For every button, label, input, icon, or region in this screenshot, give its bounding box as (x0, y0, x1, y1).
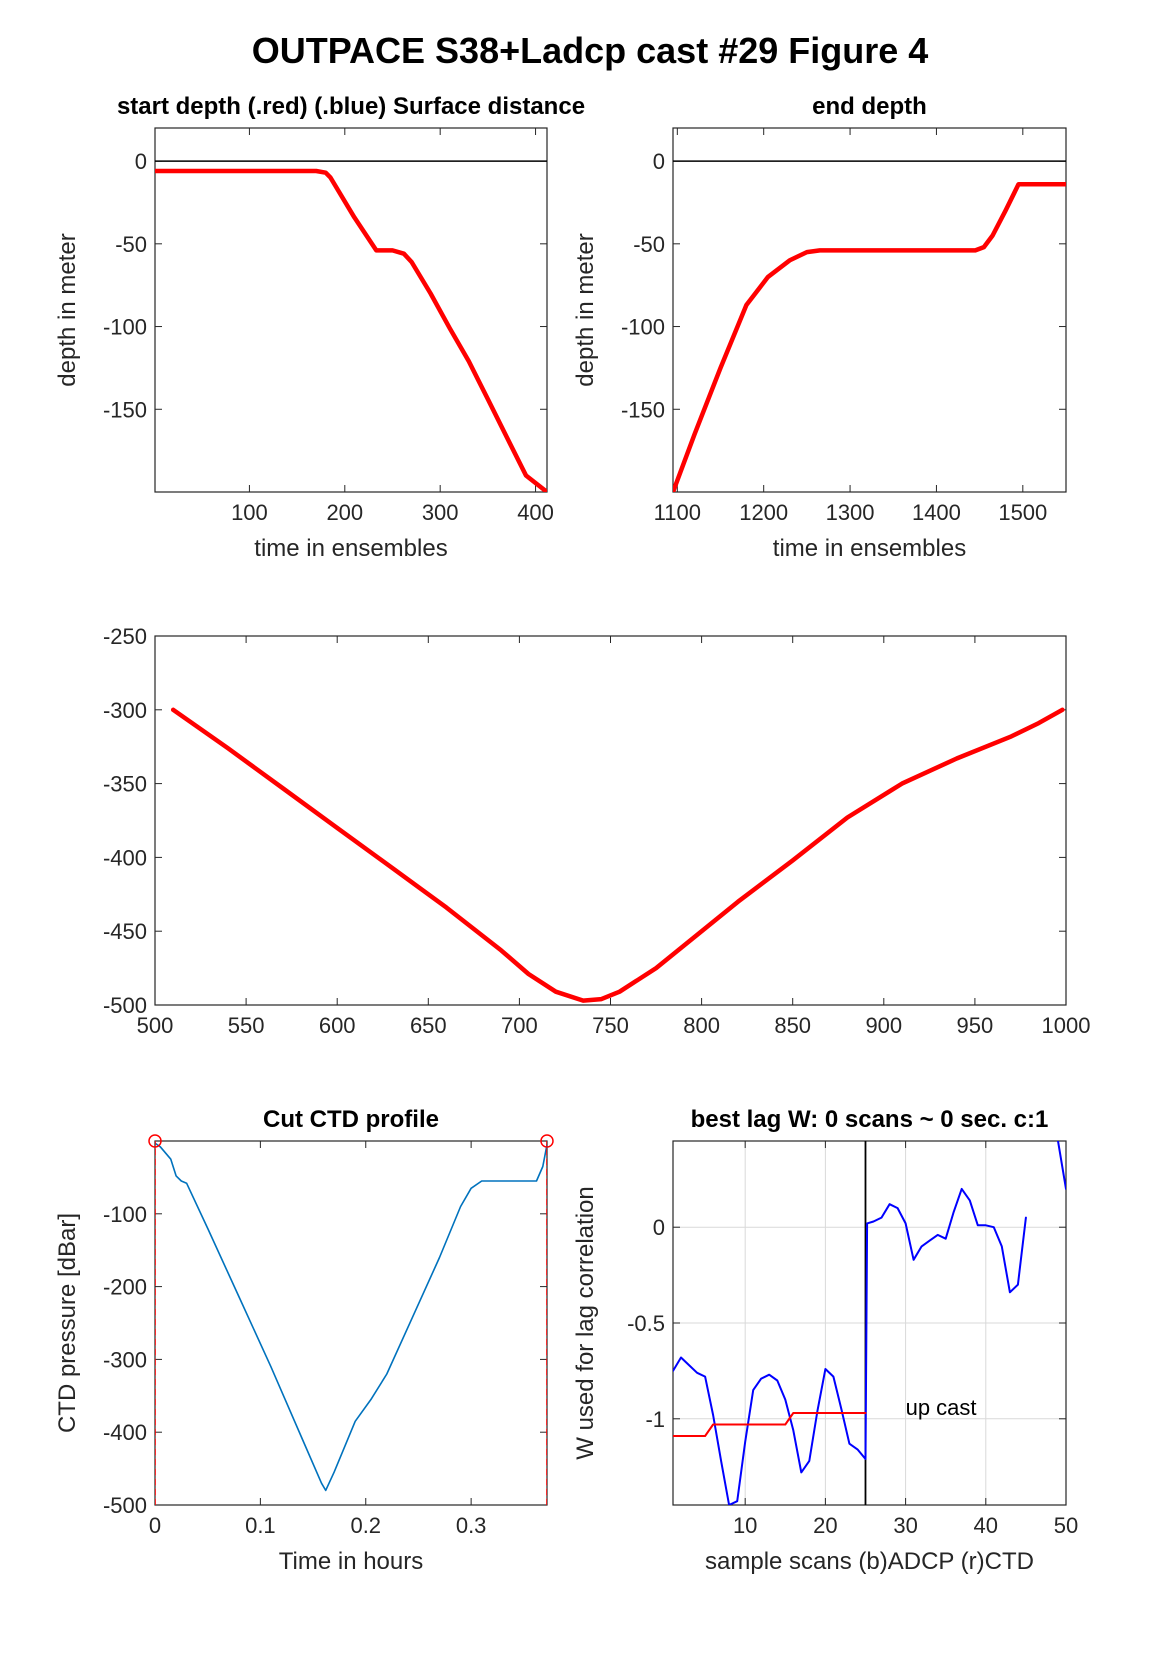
x-tick-label: 0.3 (456, 1513, 487, 1538)
series-line-0 (155, 168, 547, 492)
x-tick-label: 20 (813, 1513, 837, 1538)
x-axis-label: Time in hours (279, 1548, 424, 1575)
series-line-0 (673, 1141, 1066, 1505)
y-tick-label: -1 (645, 1407, 665, 1432)
x-tick-label: 750 (592, 1013, 629, 1038)
endpoint-marker (148, 1134, 162, 1148)
annotation-up-cast: up cast (906, 1395, 977, 1420)
series-line-0 (170, 707, 1065, 1003)
y-tick-label: -100 (103, 1202, 147, 1227)
y-tick-label: -50 (115, 232, 147, 257)
x-tick-label: 1300 (826, 500, 875, 525)
chart-middle: 500 550 600 650 700 750 800 850 900 950 1000 -250 -3… (103, 624, 1091, 1038)
axes-box (154, 127, 548, 493)
x-tick-label: 40 (974, 1513, 998, 1538)
y-axis-label: depth in meter (54, 233, 81, 386)
y-tick-label: -250 (103, 624, 147, 649)
x-tick-label: 400 (517, 500, 554, 525)
x-tick-label: 200 (326, 500, 363, 525)
x-axis-label: sample scans (b)ADCP (r)CTD (705, 1548, 1034, 1575)
series-line-0 (155, 1142, 547, 1492)
x-tick-label: 500 (137, 1013, 174, 1038)
y-axis-label: W used for lag correlation (572, 1186, 599, 1459)
x-tick-label: 300 (422, 500, 459, 525)
x-tick-label: 1100 (654, 500, 701, 525)
chart-title: Cut CTD profile (263, 1106, 439, 1133)
x-axis-label: time in ensembles (773, 535, 966, 562)
chart-title: end depth (812, 93, 927, 120)
x-tick-label: 0.1 (245, 1513, 276, 1538)
chart-title: start depth (.red) (.blue) Surface dista… (117, 93, 585, 120)
y-tick-label: -150 (103, 397, 147, 422)
y-tick-label: -400 (103, 1420, 147, 1445)
x-tick-label: 700 (501, 1013, 538, 1038)
x-tick-label: 1000 (1042, 1013, 1091, 1038)
x-tick-label: 10 (733, 1513, 757, 1538)
series-line-1 (673, 1412, 867, 1437)
x-tick-label: 100 (231, 500, 268, 525)
endpoint-marker (540, 1134, 554, 1148)
x-tick-label: 1500 (998, 500, 1047, 525)
x-tick-label: 850 (774, 1013, 811, 1038)
y-tick-label: -200 (103, 1275, 147, 1300)
y-tick-label: -150 (621, 397, 665, 422)
chart-ctd: 0 0.1 0.2 0.3 -100 -200 -300 -400 -500 Cut CTD pr… (54, 1106, 554, 1575)
x-tick-label: 30 (893, 1513, 917, 1538)
chart-start: 100 200 300 400 0 -50 -100 -150 start depth (.re… (54, 93, 585, 562)
y-tick-label: -300 (103, 1347, 147, 1372)
axes-box (672, 127, 1067, 493)
y-tick-label: -350 (103, 772, 147, 797)
figure-title: OUTPACE S38+Ladcp cast #29 Figure 4 (252, 30, 929, 71)
x-tick-label: 1200 (739, 500, 788, 525)
y-tick-label: -300 (103, 698, 147, 723)
series-line-0 (673, 182, 1066, 492)
x-axis-label: time in ensembles (254, 535, 447, 562)
y-tick-label: -400 (103, 845, 147, 870)
x-tick-label: 1400 (912, 500, 961, 525)
chart-title: best lag W: 0 scans ~ 0 sec. c:1 (691, 1106, 1049, 1133)
x-tick-label: 900 (865, 1013, 902, 1038)
x-tick-label: 950 (957, 1013, 994, 1038)
y-tick-label: -450 (103, 919, 147, 944)
chart-lag: 10 20 30 40 50 0 -0.5 -1 up cast best lag W: 0 sc… (572, 1106, 1078, 1575)
y-axis-label: depth in meter (572, 233, 599, 386)
y-tick-label: -100 (103, 315, 147, 340)
y-axis-label: CTD pressure [dBar] (54, 1213, 81, 1433)
y-tick-label: -100 (621, 315, 665, 340)
x-tick-label: 0 (149, 1513, 161, 1538)
y-tick-label: -500 (103, 1493, 147, 1518)
x-tick-label: 650 (410, 1013, 447, 1038)
x-tick-label: 550 (228, 1013, 265, 1038)
x-tick-label: 600 (319, 1013, 356, 1038)
y-tick-label: -500 (103, 993, 147, 1018)
x-tick-label: 0.2 (350, 1513, 381, 1538)
y-tick-label: 0 (135, 149, 147, 174)
x-tick-label: 800 (683, 1013, 720, 1038)
y-tick-label: -50 (633, 232, 665, 257)
chart-end: 1100 1200 1300 1400 1500 0 -50 -100 -150 end dept… (572, 93, 1067, 562)
y-tick-label: 0 (653, 149, 665, 174)
y-tick-label: 0 (653, 1215, 665, 1240)
y-tick-label: -0.5 (627, 1311, 665, 1336)
x-tick-label: 50 (1054, 1513, 1078, 1538)
